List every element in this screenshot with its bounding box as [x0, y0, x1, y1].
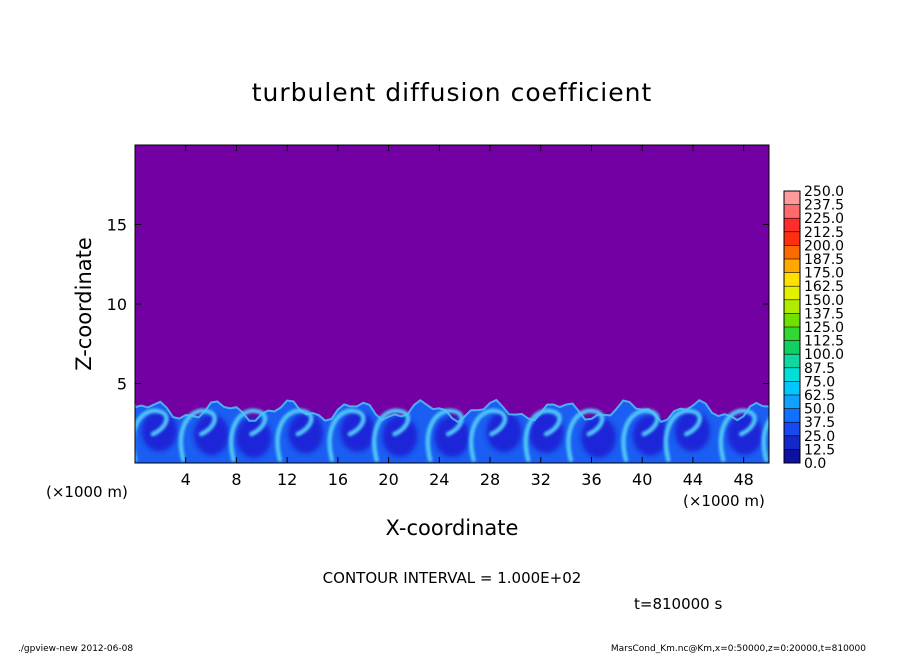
colorbar-level-label: 175.0: [804, 266, 844, 282]
colorbar: 250.0237.5225.0212.5200.0187.5175.0162.5…: [783, 184, 844, 472]
colorbar-level-label: 150.0: [804, 293, 844, 309]
colorbar-level-label: 50.0: [804, 402, 835, 418]
cell-core: [632, 414, 668, 456]
colorbar-level-label: 87.5: [804, 361, 835, 377]
cell-core: [486, 411, 522, 453]
colorbar-level-label: 237.5: [804, 198, 844, 214]
colorbar-level-label: 12.5: [804, 442, 835, 458]
plume: [621, 408, 660, 463]
x-tick-label: 12: [277, 470, 297, 489]
colorbar-swatch: [784, 313, 800, 327]
x-tick-label: 24: [429, 470, 449, 489]
colorbar-swatch: [784, 435, 800, 450]
x-unit-left: (×1000 m): [46, 483, 128, 501]
colorbar-level-label: 0.0: [804, 456, 826, 472]
colorbar-level-label: 112.5: [804, 334, 844, 350]
colorbar-swatch: [784, 408, 800, 423]
colorbar-swatch: [784, 381, 800, 395]
plume: [425, 408, 464, 463]
x-tick-label: 4: [181, 470, 191, 489]
x-tick-label: 40: [632, 470, 652, 489]
layer-top-edge: [135, 398, 769, 424]
cell-core: [193, 414, 229, 456]
colorbar-level-label: 125.0: [804, 320, 844, 336]
cell-core: [434, 416, 470, 458]
colorbar-swatch: [784, 272, 800, 287]
colorbar-level-label: 37.5: [804, 415, 835, 431]
x-tick-label: 28: [480, 470, 500, 489]
plume: [327, 408, 366, 463]
plume: [228, 408, 268, 463]
footer-right: MarsCond_Km.nc@Km,x=0:50000,z=0:20000,t=…: [611, 644, 866, 654]
colorbar-swatch: [784, 204, 800, 219]
x-tick-label: 44: [683, 470, 703, 489]
plume: [135, 408, 169, 463]
plume: [469, 408, 508, 463]
colorbar-level-label: 100.0: [804, 347, 844, 363]
colorbar-level-label: 225.0: [804, 211, 844, 227]
mixed-layer-field: [135, 398, 769, 463]
colorbar-swatch: [784, 245, 800, 259]
colorbar-swatch: [784, 259, 800, 273]
plume: [566, 408, 605, 463]
time-label: t=810000 s: [634, 595, 722, 613]
x-unit-right: (×1000 m): [683, 492, 765, 510]
colorbar-swatch: [784, 218, 800, 232]
colorbar-swatch: [784, 299, 800, 314]
x-tick-label: 8: [231, 470, 241, 489]
y-axis-label: Z-coordinate: [72, 237, 96, 371]
x-tick-label: 20: [378, 470, 398, 489]
colorbar-level-label: 75.0: [804, 374, 835, 390]
x-axis-label: X-coordinate: [386, 516, 519, 540]
plume: [761, 417, 769, 463]
cell-core: [382, 415, 418, 457]
colorbar-swatch: [784, 231, 800, 246]
y-tick-label: 10: [107, 295, 127, 314]
footer-left: ./gpview-new 2012-06-08: [18, 644, 133, 654]
colorbar-swatch: [784, 422, 800, 436]
x-tick-label: 16: [328, 470, 348, 489]
colorbar-level-label: 137.5: [804, 306, 844, 322]
plume: [372, 408, 411, 463]
chart-title: turbulent diffusion coefficient: [252, 78, 653, 107]
colorbar-level-label: 25.0: [804, 429, 835, 445]
cell-core: [580, 416, 617, 458]
colorbar-swatch: [784, 449, 800, 463]
colorbar-level-label: 250.0: [804, 184, 844, 200]
cell-core: [288, 412, 324, 454]
colorbar-swatch: [784, 327, 800, 341]
colorbar-swatch: [784, 354, 800, 368]
contour-interval-label: CONTOUR INTERVAL = 1.000E+02: [323, 569, 582, 587]
colorbar-level-label: 212.5: [804, 225, 844, 241]
y-ticks: 5 10 15: [107, 216, 769, 394]
colorbar-swatch: [784, 191, 800, 205]
x-tick-label: 36: [581, 470, 601, 489]
colorbar-swatch: [784, 367, 800, 382]
x-tick-label: 48: [733, 470, 753, 489]
colorbar-level-label: 162.5: [804, 279, 844, 295]
y-tick-label: 15: [107, 216, 127, 235]
colorbar-swatch: [784, 395, 800, 409]
x-ticks: 4 8 12 16 20 24 28 32 36 40 44 48: [181, 145, 754, 489]
colorbar-level-label: 187.5: [804, 252, 844, 268]
convective-cells: [141, 410, 763, 458]
y-tick-label: 5: [117, 375, 127, 394]
colorbar-level-label: 62.5: [804, 388, 835, 404]
plume: [718, 408, 757, 463]
plume: [663, 408, 702, 463]
x-tick-label: 32: [531, 470, 551, 489]
colorbar-swatch: [784, 286, 800, 300]
plume: [523, 408, 562, 463]
colorbar-swatch: [784, 340, 800, 355]
colorbar-level-label: 200.0: [804, 238, 844, 254]
